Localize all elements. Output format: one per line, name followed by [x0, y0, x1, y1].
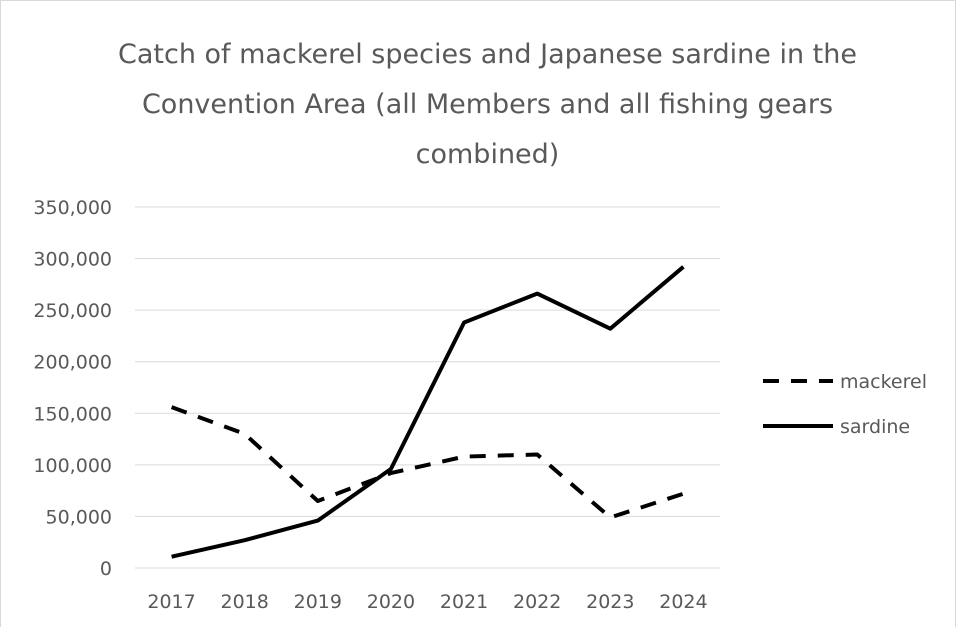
y-tick-label: 100,000 [33, 455, 112, 477]
x-tick-label: 2019 [294, 591, 342, 613]
y-tick-label: 150,000 [33, 403, 112, 425]
y-tick-label: 300,000 [33, 249, 112, 271]
x-tick-label: 2020 [367, 591, 415, 613]
x-tick-label: 2021 [440, 591, 488, 613]
y-tick-label: 200,000 [33, 352, 112, 374]
x-tick-label: 2022 [513, 591, 561, 613]
y-tick-label: 350,000 [33, 197, 112, 219]
x-tick-label: 2017 [147, 591, 195, 613]
series-line-sardine [171, 265, 685, 559]
series-line-mackerel [170, 405, 685, 520]
legend-label-sardine: sardine [840, 416, 910, 438]
y-tick-label: 0 [100, 558, 112, 580]
legend-label-mackerel: mackerel [840, 371, 927, 393]
x-tick-label: 2024 [659, 591, 707, 613]
y-tick-label: 50,000 [46, 506, 112, 528]
chart-title: Catch of mackerel species and Japanese s… [118, 39, 857, 170]
x-tick-label: 2023 [586, 591, 634, 613]
y-tick-label: 250,000 [33, 300, 112, 322]
x-tick-label: 2018 [221, 591, 269, 613]
